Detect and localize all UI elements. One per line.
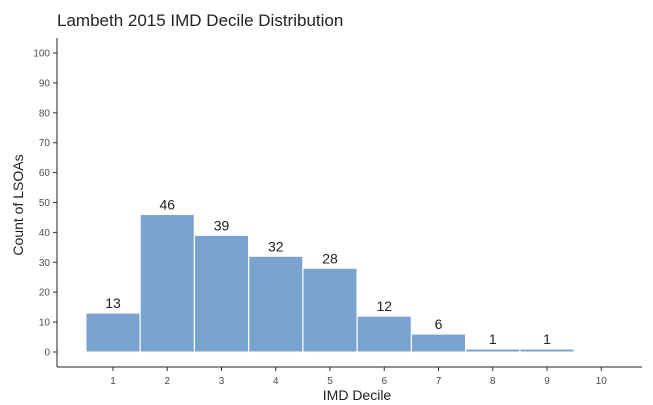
- y-tick-label-100: 100: [33, 49, 50, 60]
- x-axis-title: IMD Decile: [323, 387, 392, 403]
- bar-1: [85, 312, 141, 353]
- bar-10: [573, 350, 629, 353]
- y-tick-label-50: 50: [39, 198, 51, 209]
- data-label-4: 32: [268, 238, 284, 254]
- x-tick-label-8: 8: [490, 376, 496, 387]
- bar-2: [139, 213, 195, 353]
- data-labels-group: 13 46 39 32 28 12 6 1 1: [105, 196, 551, 347]
- bar-7: [411, 333, 466, 353]
- x-tick-label-9: 9: [544, 376, 550, 387]
- data-label-3: 39: [214, 217, 230, 233]
- bar-3: [194, 234, 249, 353]
- y-ticks-group: 0 10 20 30 40 50 60 70 80 90 100: [33, 49, 57, 359]
- data-label-1: 13: [105, 295, 121, 311]
- y-tick-label-30: 30: [39, 258, 51, 269]
- y-tick-label-60: 60: [39, 168, 51, 179]
- bar-8: [465, 348, 521, 353]
- x-tick-label-10: 10: [596, 376, 608, 387]
- y-tick-label-80: 80: [39, 108, 51, 119]
- y-tick-label-10: 10: [39, 318, 51, 329]
- data-label-2: 46: [159, 196, 175, 212]
- x-tick-label-3: 3: [219, 376, 225, 387]
- y-tick-label-40: 40: [39, 228, 51, 239]
- data-label-6: 12: [376, 298, 392, 314]
- x-tick-label-6: 6: [381, 376, 387, 387]
- y-tick-label-0: 0: [44, 348, 50, 359]
- bar-9: [519, 348, 575, 353]
- bar-5: [302, 267, 358, 353]
- y-tick-label-70: 70: [39, 138, 51, 149]
- data-label-8: 1: [489, 331, 497, 347]
- x-tick-label-4: 4: [273, 376, 279, 387]
- x-tick-label-7: 7: [436, 376, 442, 387]
- bar-4: [248, 255, 304, 353]
- chart-title: Lambeth 2015 IMD Decile Distribution: [57, 11, 343, 30]
- data-label-9: 1: [543, 331, 551, 347]
- x-tick-label-2: 2: [164, 376, 170, 387]
- bar-6: [356, 315, 412, 353]
- x-ticks-group: 1 2 3 4 5 6 7 8 9 10: [110, 367, 607, 387]
- y-tick-label-90: 90: [39, 78, 51, 89]
- data-label-5: 28: [322, 250, 338, 266]
- data-label-7: 6: [435, 316, 443, 332]
- x-tick-label-1: 1: [110, 376, 116, 387]
- bars-group: [85, 213, 629, 353]
- x-tick-label-5: 5: [327, 376, 333, 387]
- y-axis-title: Count of LSOAs: [10, 154, 26, 255]
- y-tick-label-20: 20: [39, 288, 51, 299]
